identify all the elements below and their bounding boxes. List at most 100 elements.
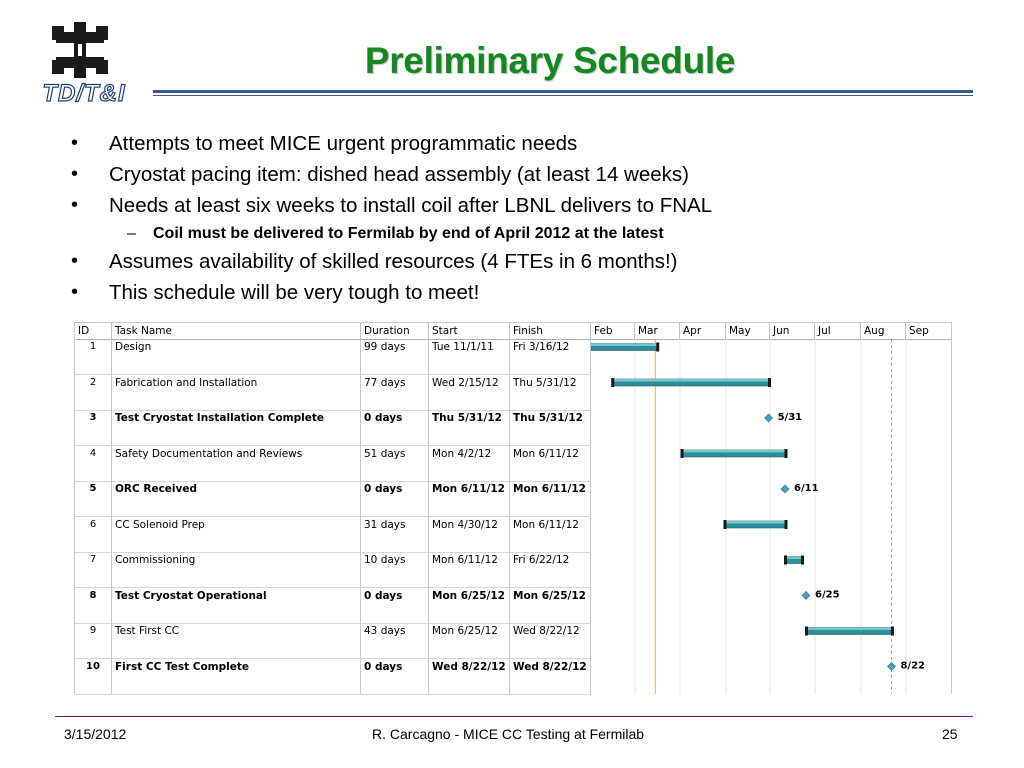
task-name: Commissioning: [112, 552, 361, 587]
milestone-label: 6/25: [815, 590, 840, 601]
milestone-diamond: [887, 662, 896, 671]
task-start: Thu 5/31/12: [429, 410, 510, 445]
bullet-symbol: •: [71, 194, 79, 216]
task-id: 5: [75, 481, 112, 516]
bar-start-cap: [680, 449, 684, 458]
bullet-list: • Attempts to meet MICE urgent programma…: [64, 128, 964, 308]
table-row: 5 ORC Received 0 days Mon 6/11/12 Mon 6/11/1…: [75, 481, 591, 517]
task-duration: 99 days: [361, 339, 429, 374]
bullet-text: Cryostat pacing item: dished head assemb…: [109, 163, 689, 186]
task-finish: Wed 8/22/12: [510, 658, 591, 694]
bar-start-cap: [784, 555, 787, 565]
task-start: Mon 6/11/12: [429, 481, 510, 516]
task-duration: 0 days: [361, 658, 429, 694]
table-row: 1 Design 99 days Tue 11/1/11 Fri 3/16/12: [75, 339, 591, 375]
task-name: First CC Test Complete: [112, 658, 361, 694]
header-duration: Duration: [361, 323, 429, 339]
bullet-item: • This schedule will be very tough to me…: [64, 277, 964, 308]
bullet-item: • Needs at least six weeks to install co…: [64, 190, 964, 221]
month-header: Jul: [815, 323, 861, 339]
bullet-symbol: •: [71, 250, 79, 272]
bar-end-cap: [768, 378, 771, 387]
table-row: 7 Commissioning 10 days Mon 6/11/12 Fri 6/22…: [75, 552, 591, 588]
milestone-label: 8/22: [900, 661, 925, 672]
header-finish: Finish: [510, 323, 591, 339]
title-rule: [153, 90, 973, 97]
task-id: 4: [75, 445, 112, 481]
month-header: Apr: [680, 323, 726, 339]
task-start: Mon 6/11/12: [429, 552, 510, 587]
fermilab-logo-icon: [52, 22, 108, 78]
gantt-timeline-svg: 5/31 6/11 6/25 8/22: [591, 339, 925, 694]
table-row: 8 Test Cryostat Operational 0 days Mon 6/25…: [75, 587, 591, 624]
task-id: 7: [75, 552, 112, 587]
bullet-text: Assumes availability of skilled resource…: [109, 250, 678, 273]
bullet-item: • Cryostat pacing item: dished head asse…: [64, 159, 964, 190]
task-finish: Fri 3/16/12: [510, 339, 591, 374]
milestone-diamond: [780, 484, 790, 494]
bullet-text: Needs at least six weeks to install coil…: [109, 194, 713, 217]
fermilab-logo: TD/T&I: [28, 22, 140, 114]
task-bar-highlight: [612, 379, 770, 382]
sub-bullet-item: – Coil must be delivered to Fermilab by …: [64, 221, 964, 246]
month-header: May: [726, 323, 770, 339]
bar-start-cap: [611, 378, 615, 387]
table-row: 6 CC Solenoid Prep 31 days Mon 4/30/12 Mon 6…: [75, 516, 591, 553]
task-finish: Fri 6/22/12: [510, 552, 591, 587]
bar-end-cap: [784, 449, 788, 458]
task-start: Mon 6/25/12: [429, 587, 510, 623]
logo-text: TD/T&I: [42, 79, 126, 107]
task-start: Tue 11/1/11: [429, 339, 510, 374]
table-row: 3 Test Cryostat Installation Complete 0 da…: [75, 410, 591, 446]
task-bar-highlight: [785, 556, 803, 559]
task-finish: Mon 6/11/12: [510, 445, 591, 481]
task-bar-highlight: [591, 343, 659, 346]
bullet-text: Attempts to meet MICE urgent programmati…: [109, 132, 578, 155]
task-start: Mon 4/30/12: [429, 516, 510, 552]
task-name: Test Cryostat Installation Complete: [112, 410, 361, 445]
table-row: 9 Test First CC 43 days Mon 6/25/12 Wed 8/22…: [75, 623, 591, 659]
table-row: 10 First CC Test Complete 0 days Wed 8/22/1…: [75, 658, 591, 695]
bar-end-cap: [890, 626, 894, 636]
gantt-chart: ID Task Name Duration Start Finish Feb M…: [74, 322, 952, 695]
task-id: 2: [75, 374, 112, 410]
task-name: Test First CC: [112, 623, 361, 658]
task-name: CC Solenoid Prep: [112, 516, 361, 552]
table-row: 2 Fabrication and Installation 77 days Wed …: [75, 374, 591, 411]
footer-author: R. Carcagno - MICE CC Testing at Fermila…: [372, 726, 645, 742]
task-name: ORC Received: [112, 481, 361, 516]
header-id: ID: [75, 323, 112, 339]
task-id: 3: [75, 410, 112, 445]
table-row: 4 Safety Documentation and Reviews 51 days…: [75, 445, 591, 482]
task-finish: Mon 6/25/12: [510, 587, 591, 623]
month-header: Aug: [861, 323, 906, 339]
header-start: Start: [429, 323, 510, 339]
task-id: 9: [75, 623, 112, 658]
task-duration: 0 days: [361, 587, 429, 623]
month-header: Mar: [635, 323, 680, 339]
task-finish: Mon 6/11/12: [510, 481, 591, 516]
bullet-symbol: •: [71, 281, 79, 303]
month-header: Jun: [770, 323, 815, 339]
task-bar-highlight: [681, 450, 787, 453]
task-finish: Thu 5/31/12: [510, 374, 591, 410]
task-start: Wed 2/15/12: [429, 374, 510, 410]
task-id: 10: [75, 658, 112, 694]
sub-bullet-text: Coil must be delivered to Fermilab by en…: [153, 225, 664, 242]
bar-start-cap: [723, 520, 727, 529]
bullet-symbol: •: [71, 163, 79, 185]
header-task-name: Task Name: [112, 323, 361, 339]
task-duration: 77 days: [361, 374, 429, 410]
milestone-diamond: [764, 413, 774, 423]
bullet-item: • Attempts to meet MICE urgent programma…: [64, 128, 964, 159]
task-start: Wed 8/22/12: [429, 658, 510, 694]
bullet-item: • Assumes availability of skilled resour…: [64, 246, 964, 277]
month-header: Sep: [909, 325, 929, 337]
task-bar-highlight: [724, 521, 787, 524]
task-duration: 10 days: [361, 552, 429, 587]
task-name: Design: [112, 339, 361, 374]
bar-end-cap: [784, 520, 788, 529]
task-finish: Wed 8/22/12: [510, 623, 591, 658]
task-name: Safety Documentation and Reviews: [112, 445, 361, 481]
footer-date: 3/15/2012: [64, 726, 127, 742]
